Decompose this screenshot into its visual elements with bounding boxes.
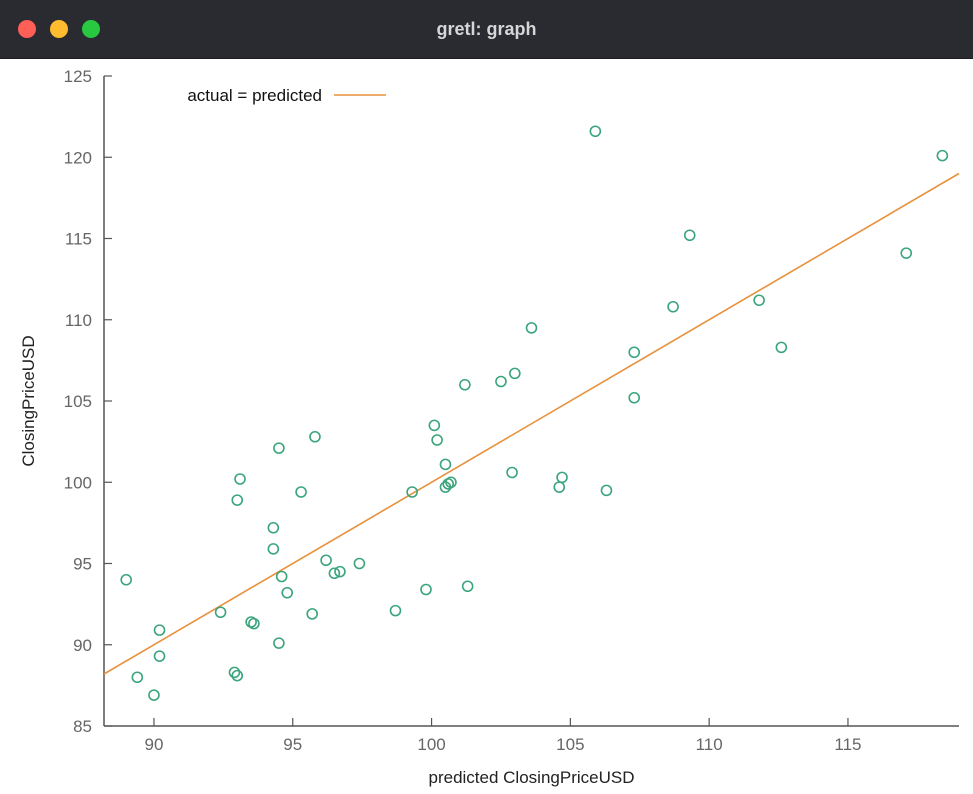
data-point [231,669,244,682]
data-point [406,486,418,498]
x-tick-label: 95 [283,735,302,754]
data-point [431,434,443,446]
data-point [231,494,244,506]
legend-label: actual = predicted [187,86,322,105]
data-point [445,476,457,489]
data-point [459,378,471,391]
data-point [628,346,641,359]
data-point [320,554,332,567]
x-tick-label: 90 [145,735,164,754]
data-point [753,294,765,307]
data-point [273,442,285,454]
data-point [328,567,341,580]
data-point [667,300,679,313]
data-point [153,624,166,636]
data-point [228,666,241,679]
data-point [353,557,366,570]
x-tick-label: 110 [696,735,723,754]
scatter-chart: 85 90 95 100 105 110 115 120 125 90 95 100 105 110 115… [19,67,960,787]
close-window-button[interactable] [18,20,36,38]
y-tick-label: 125 [64,67,92,86]
data-point [295,486,307,498]
data-point [628,391,641,404]
data-point [273,637,285,649]
data-point [234,473,246,485]
x-tick-label: 115 [834,735,861,754]
chart-area: 85 90 95 100 105 110 115 120 125 90 95 100 105 110 115… [0,58,973,789]
data-point [683,229,696,242]
data-point [428,419,441,432]
x-tick-label: 105 [556,735,584,754]
data-point [506,466,518,479]
data-point [495,375,507,388]
data-point [439,458,452,471]
data-point [275,570,288,583]
y-tick-label: 85 [73,717,92,736]
y-tick-label: 100 [64,473,92,492]
data-point [936,149,949,162]
data-point [281,586,294,599]
data-point [509,367,521,380]
window-title: gretl: graph [436,19,537,39]
data-point [900,247,913,259]
data-point [461,580,474,593]
reference-line-actual-equals-predicted [103,172,960,675]
data-point [600,484,613,497]
y-tick-label: 120 [64,148,92,167]
data-point [525,322,538,334]
y-axis-label: ClosingPriceUSD [19,335,38,466]
minimize-window-button[interactable] [50,20,68,38]
zoom-window-button[interactable] [82,20,100,38]
y-tick-label: 105 [64,392,92,411]
data-point [153,650,166,662]
data-point [389,604,402,617]
y-tick-label: 115 [65,230,92,249]
y-tick-label: 95 [73,555,92,574]
y-tick-label: 90 [73,636,92,655]
data-point [420,583,432,596]
data-point [148,689,160,701]
data-point [248,617,260,630]
data-point [309,430,321,443]
title-bar: gretl: graph [0,0,973,59]
data-point [334,565,346,578]
data-point [131,671,144,684]
data-point [556,471,568,484]
data-point [306,608,318,620]
data-point [214,606,227,619]
x-axis-label: predicted ClosingPriceUSD [429,768,635,787]
data-point [267,521,280,534]
x-tick-label: 100 [417,735,445,754]
data-point [267,543,280,555]
data-point [120,573,133,586]
y-tick-label: 110 [65,311,92,330]
data-point [553,481,566,493]
data-point [775,341,788,354]
data-point [589,125,602,138]
